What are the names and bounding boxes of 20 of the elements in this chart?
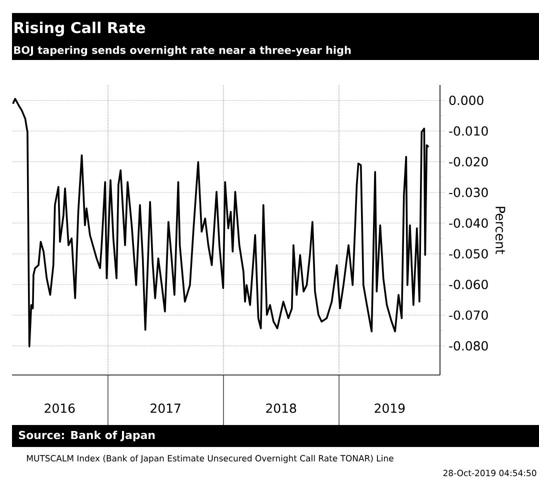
x-tick-label: 2016 bbox=[44, 404, 75, 413]
y-tick-label: -0.070 bbox=[449, 310, 488, 320]
y-tick-label: -0.040 bbox=[449, 218, 488, 228]
text: MUTSCALM Index (Bank of Japan Estimate Unsecured Overnight Call Rate TONAR) Line bbox=[27, 454, 394, 464]
y-tick-label: -0.030 bbox=[449, 188, 488, 198]
y-tick-label: -0.010 bbox=[449, 126, 488, 136]
y-axis-title: Percent bbox=[496, 206, 506, 254]
y-tick-label: 0.000 bbox=[449, 96, 484, 106]
chart-title: Rising Call Rate bbox=[14, 22, 146, 36]
x-tick-label: 2019 bbox=[374, 404, 405, 413]
y-tick-label: -0.060 bbox=[449, 280, 488, 290]
x-tick-label: 2018 bbox=[266, 404, 296, 413]
text: 28-Oct-2019 04:54:50 bbox=[443, 470, 536, 476]
x-tick-label: 2017 bbox=[150, 404, 180, 413]
source-note: Source: Bank of Japan bbox=[18, 430, 155, 442]
y-tick-label: -0.020 bbox=[449, 157, 488, 166]
y-tick-label: -0.050 bbox=[449, 249, 488, 258]
y-tick-label: -0.080 bbox=[449, 341, 488, 351]
line-series bbox=[12, 98, 430, 348]
chart-subtitle: BOJ tapering sends overnight rate near a three-year high bbox=[14, 46, 351, 56]
